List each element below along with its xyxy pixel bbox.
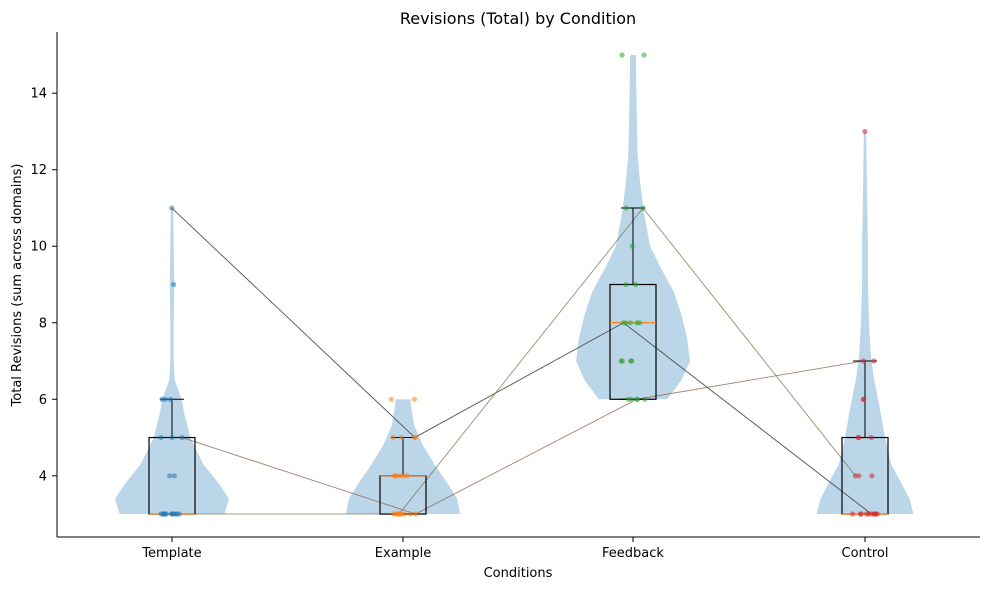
data-point (629, 243, 635, 249)
y-tick-label: 4 (39, 469, 47, 484)
subject-line (181, 360, 864, 515)
subject-line (181, 360, 864, 515)
data-point (618, 358, 624, 364)
subject-line (172, 207, 856, 515)
data-point (640, 205, 646, 211)
data-point (171, 281, 177, 288)
plot-area (115, 52, 914, 517)
subject-line (172, 207, 856, 515)
data-point (398, 434, 405, 441)
subject-line (171, 207, 872, 515)
subject-line (171, 207, 872, 515)
subject-line (181, 360, 864, 515)
subject-line (172, 207, 856, 515)
data-point (391, 511, 397, 517)
data-point (634, 396, 640, 402)
data-point (167, 473, 173, 479)
subject-line (171, 207, 872, 515)
data-point (411, 396, 417, 402)
data-point (412, 434, 418, 441)
data-point (162, 396, 168, 402)
data-point (158, 434, 164, 441)
x-tick-label-feedback: Feedback (602, 546, 664, 561)
data-point (413, 511, 419, 517)
x-tick-label-example: Example (375, 546, 431, 561)
data-point (619, 52, 625, 58)
subject-line (172, 207, 856, 515)
subject-line (172, 207, 856, 515)
subject-line (171, 207, 872, 515)
violin-template (115, 208, 229, 514)
data-point (391, 473, 397, 479)
data-point (623, 281, 629, 288)
data-point (407, 511, 413, 517)
data-point (850, 511, 856, 517)
subject-line (181, 360, 864, 515)
subject-line (172, 207, 856, 515)
data-point (628, 396, 635, 402)
data-point (623, 205, 629, 211)
subject-line (181, 360, 864, 515)
x-axis-label: Conditions (484, 566, 553, 581)
data-point (396, 511, 402, 517)
data-point (169, 434, 175, 441)
data-point (388, 396, 394, 402)
data-point (633, 281, 639, 288)
x-tick-label-control: Control (842, 546, 889, 561)
data-point (852, 473, 859, 479)
data-point (863, 511, 870, 517)
data-point (641, 52, 647, 58)
y-ticks: 4 6 8 10 12 14 (30, 87, 57, 484)
data-point (404, 473, 411, 479)
data-point (171, 473, 177, 479)
data-point (856, 473, 862, 479)
y-tick-label: 14 (30, 87, 47, 102)
data-point (858, 511, 864, 517)
subject-line (172, 207, 856, 515)
data-point (642, 396, 648, 402)
data-point (860, 396, 867, 402)
subject-line (181, 360, 864, 515)
data-point (862, 128, 868, 135)
y-tick-label: 6 (39, 393, 47, 408)
data-point (169, 511, 175, 517)
data-point (167, 396, 174, 402)
data-point (161, 511, 167, 517)
x-tick-label-template: Template (141, 546, 201, 561)
data-point (179, 434, 185, 441)
data-point (860, 358, 867, 364)
y-tick-label: 8 (39, 316, 47, 331)
data-point (855, 434, 861, 441)
violin-control (816, 131, 914, 514)
data-point (868, 434, 874, 441)
data-point (623, 320, 629, 326)
y-tick-label: 12 (30, 163, 47, 178)
data-point (869, 473, 875, 479)
data-point (628, 358, 634, 364)
subject-line (171, 207, 872, 515)
data-point (169, 205, 175, 211)
chart-title: Revisions (Total) by Condition (400, 9, 636, 28)
data-point (390, 434, 396, 441)
subject-line (181, 360, 864, 515)
subject-line (171, 207, 872, 515)
data-point (627, 320, 634, 326)
data-point (871, 358, 877, 364)
y-tick-label: 10 (30, 240, 47, 255)
data-point (634, 320, 640, 326)
x-ticks: Template Example Feedback Control (141, 537, 889, 561)
data-point (401, 511, 407, 517)
y-axis-label: Total Revisions (sum across domains) (10, 164, 25, 408)
subject-line (171, 207, 872, 515)
